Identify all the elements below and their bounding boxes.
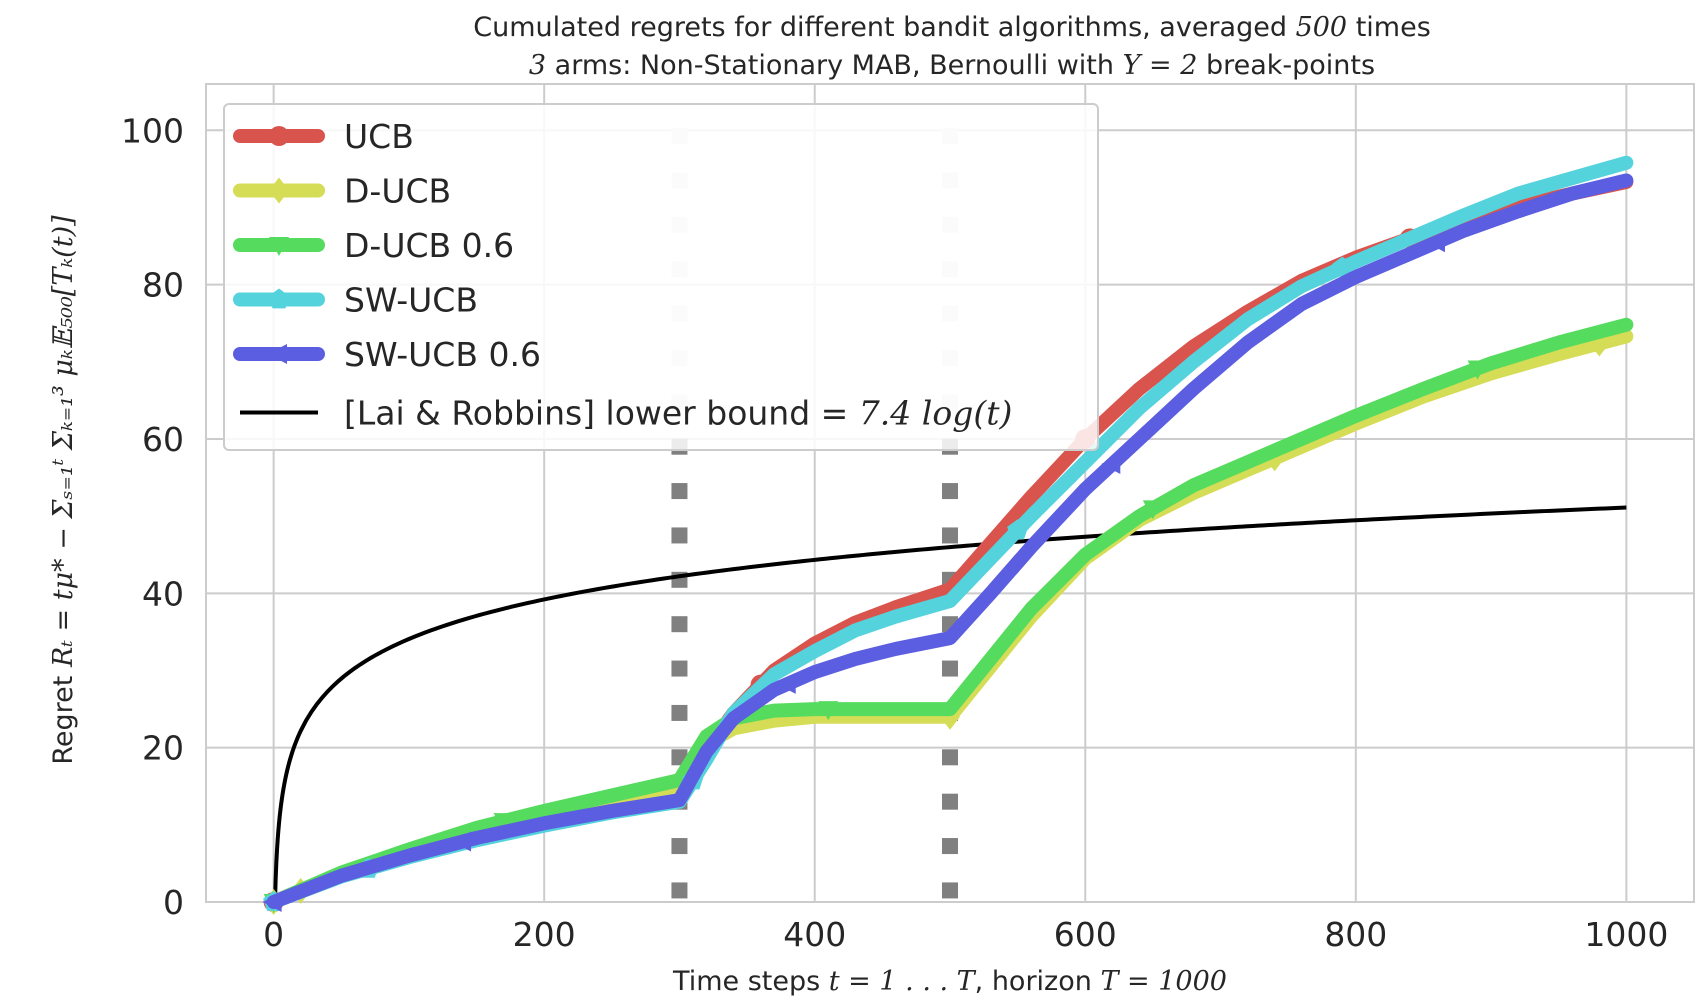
y-tick-label: 40 — [142, 574, 184, 613]
breakpoint-dash — [942, 660, 958, 677]
breakpoint-dash — [671, 616, 688, 633]
x-tick-label: 200 — [513, 915, 576, 954]
x-tick-label: 1000 — [1584, 915, 1668, 954]
breakpoint-dash — [942, 838, 958, 855]
x-tick-label: 0 — [263, 915, 284, 954]
series-marker — [493, 813, 514, 833]
chart-title-line2: 3 arms: Non-Stationary MAB, Bernoulli wi… — [529, 50, 1375, 81]
legend-item: SW-UCB 0.6 — [233, 335, 541, 374]
series-sw-ucb-0-6 — [262, 173, 1634, 912]
series-marker — [452, 831, 472, 852]
series-marker — [1425, 232, 1445, 253]
legend-label: SW-UCB — [344, 281, 478, 320]
series-line — [266, 317, 1634, 909]
breakpoint-dash — [671, 527, 688, 544]
series-marker — [1101, 454, 1121, 475]
y-tick-label: 20 — [142, 729, 184, 768]
breakpoint-dash — [942, 793, 958, 810]
breakpoint-dash — [942, 527, 958, 544]
breakpoint-dash — [671, 660, 688, 677]
x-ticks: 0 200 400 600 800 1000 — [263, 915, 1668, 954]
chart-title-line1: Cumulated regrets for different bandit a… — [473, 12, 1431, 43]
y-tick-label: 80 — [142, 266, 184, 305]
breakpoint-dash — [671, 704, 688, 721]
x-tick-label: 400 — [783, 915, 846, 954]
legend-item: D-UCB 0.6 — [233, 226, 514, 265]
legend-item: UCB — [233, 117, 414, 156]
lower-bound-line — [272, 505, 1627, 903]
legend-item: SW-UCB — [233, 281, 478, 320]
series-marker — [262, 892, 282, 912]
breakpoint-dash — [942, 749, 958, 766]
breakpoint-dash — [942, 483, 958, 500]
x-tick-label: 800 — [1324, 915, 1387, 954]
legend-label: D-UCB — [344, 172, 451, 211]
legend-item: [Lai & Robbins] lower bound = 7.4 log(t) — [240, 394, 1012, 433]
y-axis-label: Regret Rₜ = tμ* − Σₛ₌₁ᵗ Σₖ₌₁³ μₖ𝔼₅₀₀[Tₖ(… — [48, 215, 79, 765]
x-axis-label: Time steps t = 1 . . . T, horizon T = 10… — [672, 966, 1227, 997]
legend-item: D-UCB — [233, 172, 451, 211]
series-marker — [1142, 500, 1163, 520]
legend-label: [Lai & Robbins] lower bound = 7.4 log(t) — [344, 394, 1012, 433]
legend-box — [223, 103, 1099, 451]
legend-label: SW-UCB 0.6 — [344, 335, 541, 374]
x-tick-label: 600 — [1054, 915, 1117, 954]
series-layer — [262, 155, 1634, 915]
y-tick-label: 0 — [163, 883, 184, 922]
series-marker — [818, 701, 839, 721]
breakpoint-dash — [942, 882, 958, 899]
y-tick-label: 100 — [121, 111, 184, 150]
y-tick-label: 60 — [142, 420, 184, 459]
legend-marker — [268, 288, 290, 309]
legend-marker — [269, 126, 289, 146]
legend-label: D-UCB 0.6 — [344, 226, 514, 265]
legend-marker — [268, 344, 287, 364]
y-ticks: 0 20 40 60 80 100 — [121, 111, 184, 922]
series-marker — [1331, 256, 1353, 277]
series-line — [266, 173, 1634, 909]
legend: UCB D-UCB D-UCB 0.6 SW-UCB SW-UCB 0.6 [Lai & … — [223, 103, 1099, 451]
series-marker — [776, 673, 796, 694]
series-marker — [1467, 360, 1488, 380]
breakpoint-dash — [671, 838, 688, 855]
legend-label: UCB — [344, 117, 414, 156]
legend-marker — [269, 177, 289, 204]
legend-marker — [269, 237, 289, 256]
breakpoint-dash — [671, 882, 688, 899]
series-marker — [1007, 519, 1029, 540]
breakpoint-dash — [671, 483, 688, 500]
